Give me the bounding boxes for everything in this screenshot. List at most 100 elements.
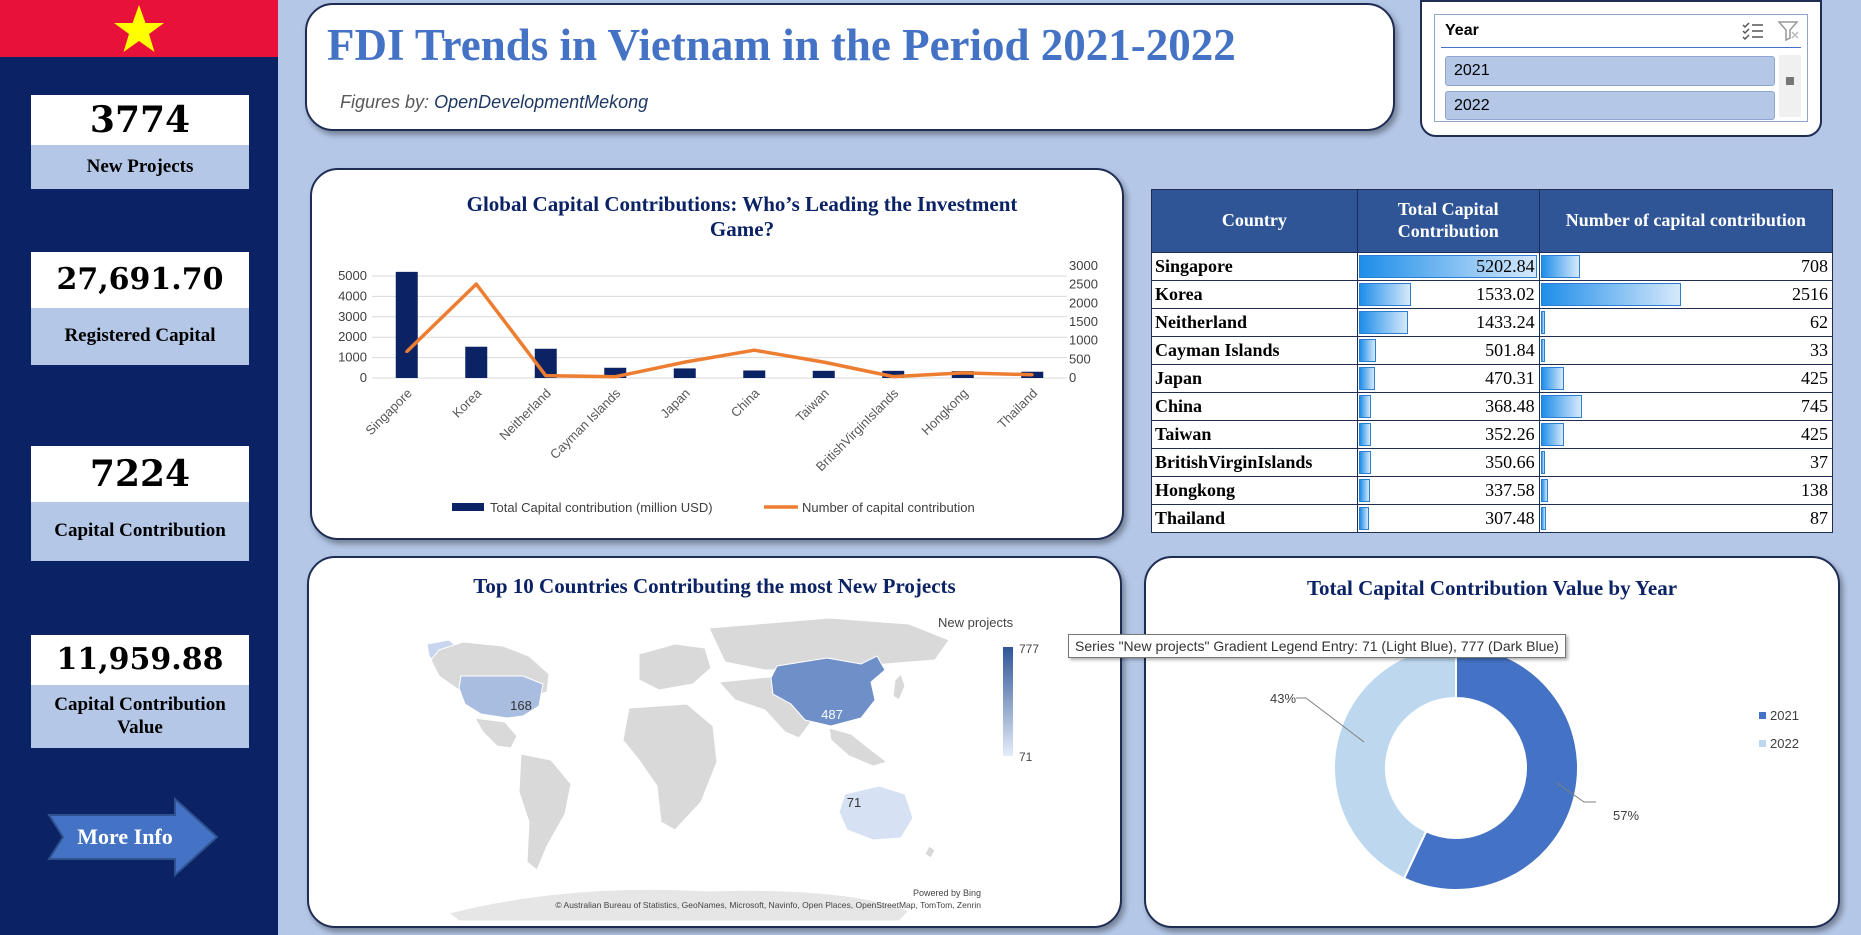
- multi-select-icon[interactable]: [1741, 21, 1765, 41]
- legend-label-bar: Total Capital contribution (million USD): [490, 500, 713, 515]
- line-point[interactable]: [613, 375, 617, 379]
- data-bar-capital: [1358, 451, 1371, 474]
- cell-capital: 1533.02: [1356, 280, 1540, 309]
- data-bar-capital: [1358, 255, 1537, 278]
- line-point[interactable]: [1030, 373, 1034, 377]
- line-point[interactable]: [683, 360, 687, 364]
- mexico-shape: [474, 717, 518, 749]
- line-point[interactable]: [405, 350, 409, 354]
- capital-value: 337.58: [1485, 480, 1535, 500]
- kpi-capital-contribution-value-value: 11,959.88: [31, 635, 249, 685]
- map-legend-gradient: [1003, 647, 1013, 756]
- capital-value: 352.26: [1485, 424, 1535, 444]
- vietnam-flag: [0, 0, 278, 57]
- kpi-new-projects-value: 3774: [31, 95, 249, 145]
- cell-capital: 307.48: [1356, 504, 1540, 533]
- count-value: 425: [1801, 368, 1828, 388]
- y-tick-label: 1000: [338, 350, 367, 365]
- kpi-registered-capital-label: Registered Capital: [31, 308, 249, 365]
- sidebar: 3774 New Projects 27,691.70 Registered C…: [0, 0, 278, 935]
- donut-panel: Total Capital Contribution Value by Year…: [1144, 556, 1840, 928]
- data-bar-capital: [1358, 367, 1375, 390]
- table-row: Neitherland 1433.24 62: [1151, 308, 1834, 337]
- y2-tick-label: 2500: [1069, 277, 1098, 292]
- legend-swatch-bar: [452, 503, 484, 511]
- capital-value: 470.31: [1485, 368, 1535, 388]
- x-tick-label: China: [728, 385, 763, 420]
- data-bar-count: [1540, 507, 1546, 530]
- table-row: BritishVirginIslands 350.66 37: [1151, 448, 1834, 477]
- donut-label: 43%: [1270, 691, 1296, 706]
- capital-value: 5202.84: [1476, 256, 1535, 276]
- australia-region[interactable]: [838, 785, 914, 841]
- map-credit-bing: Powered by Bing: [913, 888, 981, 898]
- slicer-item-2021[interactable]: 2021: [1445, 56, 1775, 86]
- x-tick-label: Thailand: [994, 386, 1040, 432]
- y2-tick-label: 0: [1069, 370, 1076, 385]
- capital-chart-panel: Global Capital Contributions: Who’s Lead…: [310, 168, 1124, 540]
- bar[interactable]: [812, 370, 835, 378]
- line-point[interactable]: [961, 371, 965, 375]
- byline-prefix: Figures by:: [340, 92, 430, 112]
- bar[interactable]: [743, 370, 766, 378]
- map-legend-title: New projects: [938, 615, 1014, 630]
- cell-count: 37: [1538, 448, 1834, 477]
- count-value: 708: [1801, 256, 1828, 276]
- table-row: Thailand 307.48 87: [1151, 504, 1834, 533]
- cell-country: Neitherland: [1151, 308, 1358, 337]
- slicer-divider: [1441, 47, 1801, 48]
- count-value: 425: [1801, 424, 1828, 444]
- world-map[interactable]: 168 487 71 New projects 777 71 Powered b…: [309, 558, 1120, 926]
- scrollbar-thumb[interactable]: [1786, 77, 1794, 85]
- donut-title: Total Capital Contribution Value by Year: [1306, 576, 1678, 600]
- bar[interactable]: [465, 346, 488, 378]
- byline: Figures by: OpenDevelopmentMekong: [340, 92, 648, 113]
- donut-label: 57%: [1613, 808, 1639, 823]
- line-point[interactable]: [752, 348, 756, 352]
- x-tick-label: Cayman Islands: [547, 385, 624, 462]
- bar[interactable]: [395, 271, 418, 378]
- title-panel: FDI Trends in Vietnam in the Period 2021…: [305, 3, 1395, 131]
- slicer-scrollbar[interactable]: [1779, 55, 1801, 117]
- cell-capital: 352.26: [1356, 420, 1540, 449]
- bar[interactable]: [882, 370, 905, 378]
- europe-shape: [638, 643, 712, 691]
- x-tick-label: Singapore: [362, 386, 415, 439]
- y2-tick-label: 2000: [1069, 295, 1098, 310]
- bar[interactable]: [604, 367, 627, 378]
- capital-value: 1433.24: [1476, 312, 1535, 332]
- data-bar-capital: [1358, 479, 1371, 502]
- table-row: Taiwan 352.26 425: [1151, 420, 1834, 449]
- clear-filter-icon[interactable]: [1777, 20, 1801, 42]
- data-bar-count: [1540, 367, 1565, 390]
- capital-combo-chart: 0 1000 2000 3000 4000 5000 0 500 1000 1500 2000 250…: [338, 258, 1098, 515]
- china-region[interactable]: [770, 655, 886, 727]
- y-tick-label: 0: [360, 370, 367, 385]
- more-info-button[interactable]: More Info: [47, 797, 219, 877]
- y-tick-label: 3000: [338, 309, 367, 324]
- line-point[interactable]: [822, 360, 826, 364]
- x-tick-label: Taiwan: [793, 386, 832, 425]
- usa-region[interactable]: [458, 675, 544, 719]
- table-row: Japan 470.31 425: [1151, 364, 1834, 393]
- slicer-item-2022[interactable]: 2022: [1445, 91, 1775, 120]
- count-value: 745: [1801, 396, 1828, 416]
- line-point[interactable]: [544, 374, 548, 378]
- line-series[interactable]: [405, 282, 1033, 379]
- capital-value: 368.48: [1485, 396, 1535, 416]
- data-bar-count: [1540, 255, 1581, 278]
- map-title: Top 10 Countries Contributing the most N…: [473, 574, 956, 598]
- count-value: 138: [1801, 480, 1828, 500]
- count-value: 62: [1810, 312, 1828, 332]
- donut-slice[interactable]: [1402, 644, 1579, 891]
- bar[interactable]: [673, 368, 696, 378]
- japan-shape: [892, 673, 906, 701]
- line-point[interactable]: [474, 282, 478, 286]
- table-header-row: Country Total Capital Contribution Numbe…: [1151, 189, 1834, 253]
- new-zealand-shape: [924, 845, 936, 859]
- byline-source: OpenDevelopmentMekong: [434, 92, 649, 112]
- line-point[interactable]: [891, 375, 895, 379]
- map-legend-tooltip: Series "New projects" Gradient Legend En…: [1068, 634, 1566, 658]
- map-panel: Top 10 Countries Contributing the most N…: [307, 556, 1122, 928]
- leader-line: [1556, 782, 1596, 803]
